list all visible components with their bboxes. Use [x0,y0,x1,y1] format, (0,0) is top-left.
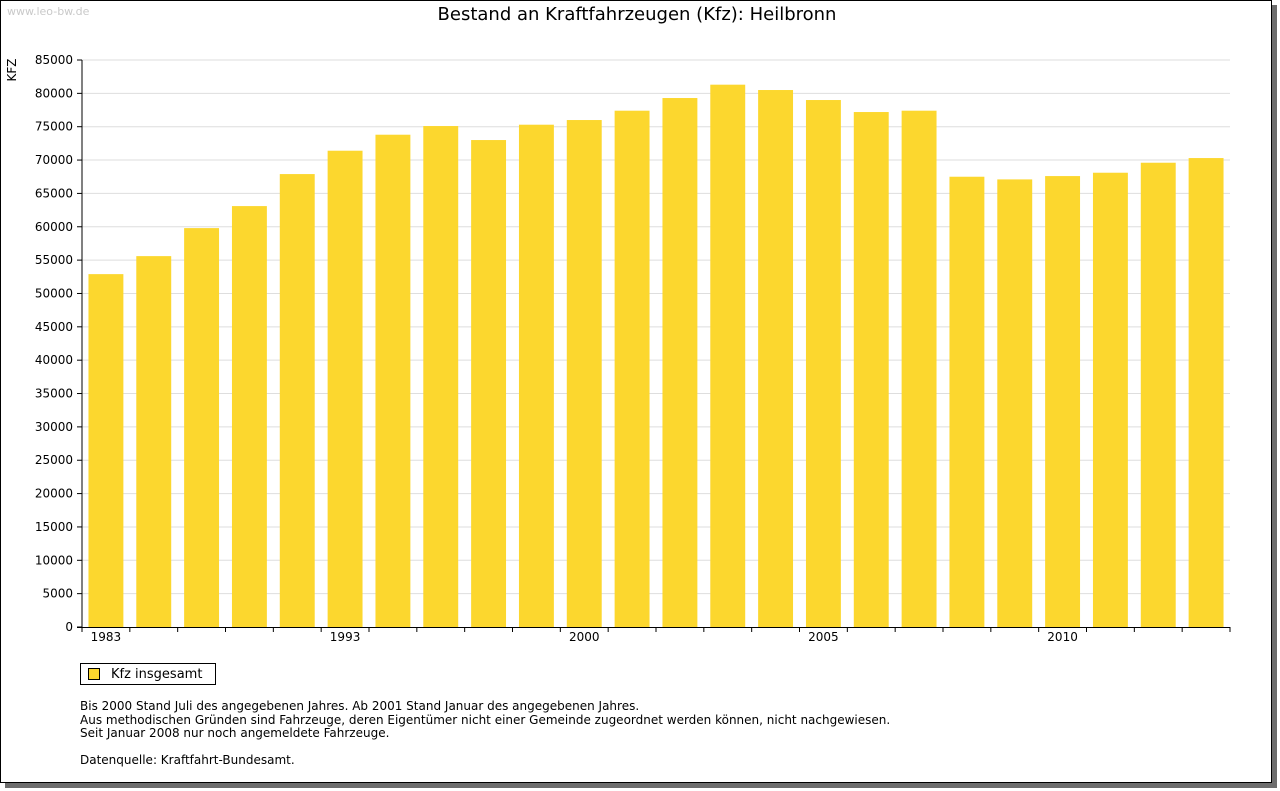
y-tick-label: 65000 [35,186,73,200]
bar [88,274,124,627]
y-tick-label: 25000 [35,453,73,467]
legend-label: Kfz insgesamt [111,666,203,682]
y-axis-ticks: 0 5000 10000 15000 20000 25000 30000 35000 40000… [35,53,82,634]
bars [88,84,1224,628]
x-tick-label: 1993 [330,630,361,644]
x-tick-label: 1983 [91,630,122,644]
bar [471,140,507,627]
bar [710,84,746,628]
bar [184,228,220,627]
y-tick-label: 80000 [35,86,73,100]
bar [566,120,602,628]
y-axis-label: KFZ [5,59,19,82]
watermark: www.leo-bw.de [7,5,90,18]
bar [375,134,411,628]
y-tick-label: 30000 [35,420,73,434]
bar [518,124,554,627]
bar [327,150,363,627]
bar-chart: Bestand an Kraftfahrzeugen (Kfz): Heilbr… [5,4,1231,644]
y-tick-label: 15000 [35,520,73,534]
bar [423,126,459,628]
y-tick-label: 5000 [42,587,73,601]
y-tick-label: 55000 [35,253,73,267]
bar [805,100,841,627]
legend-swatch [88,668,100,680]
axes [77,60,1230,628]
x-tick-label: 2010 [1047,630,1078,644]
bar [901,110,937,627]
bar [231,206,267,627]
y-tick-label: 40000 [35,353,73,367]
bar [136,256,172,627]
bar [997,179,1033,627]
x-axis-ticks: 1983 1993 2000 2005 2010 [81,627,1231,644]
y-tick-label: 75000 [35,120,73,134]
bar [758,90,794,628]
data-source: Datenquelle: Kraftfahrt-Bundesamt. [80,752,295,767]
bar [1188,158,1224,627]
y-tick-label: 45000 [35,320,73,334]
bar [614,110,650,627]
footnote-line: Seit Januar 2008 nur noch angemeldete Fa… [80,726,390,740]
y-tick-label: 0 [65,620,73,634]
bar [1140,162,1176,628]
x-tick-label: 2000 [569,630,600,644]
bar [279,174,315,627]
y-tick-label: 70000 [35,153,73,167]
bar [662,98,698,628]
footnote-line: Bis 2000 Stand Juli des angegebenen Jahr… [80,699,640,713]
y-tick-label: 10000 [35,553,73,567]
y-tick-label: 20000 [35,487,73,501]
legend: Kfz insgesamt [80,663,216,685]
x-tick-label: 2005 [808,630,839,644]
bar [853,112,889,628]
footnote-line: Aus methodischen Gründen sind Fahrzeuge,… [80,712,891,727]
y-tick-label: 50000 [35,286,73,300]
chart-title: Bestand an Kraftfahrzeugen (Kfz): Heilbr… [438,4,837,25]
y-tick-label: 35000 [35,387,73,401]
y-tick-label: 60000 [35,220,73,234]
bar [1045,176,1081,627]
footnotes: Bis 2000 Stand Juli des angegebenen Jahr… [80,699,891,767]
y-tick-label: 85000 [35,53,73,67]
bar [1092,172,1128,627]
bar [949,176,985,627]
gridlines [82,59,1230,595]
